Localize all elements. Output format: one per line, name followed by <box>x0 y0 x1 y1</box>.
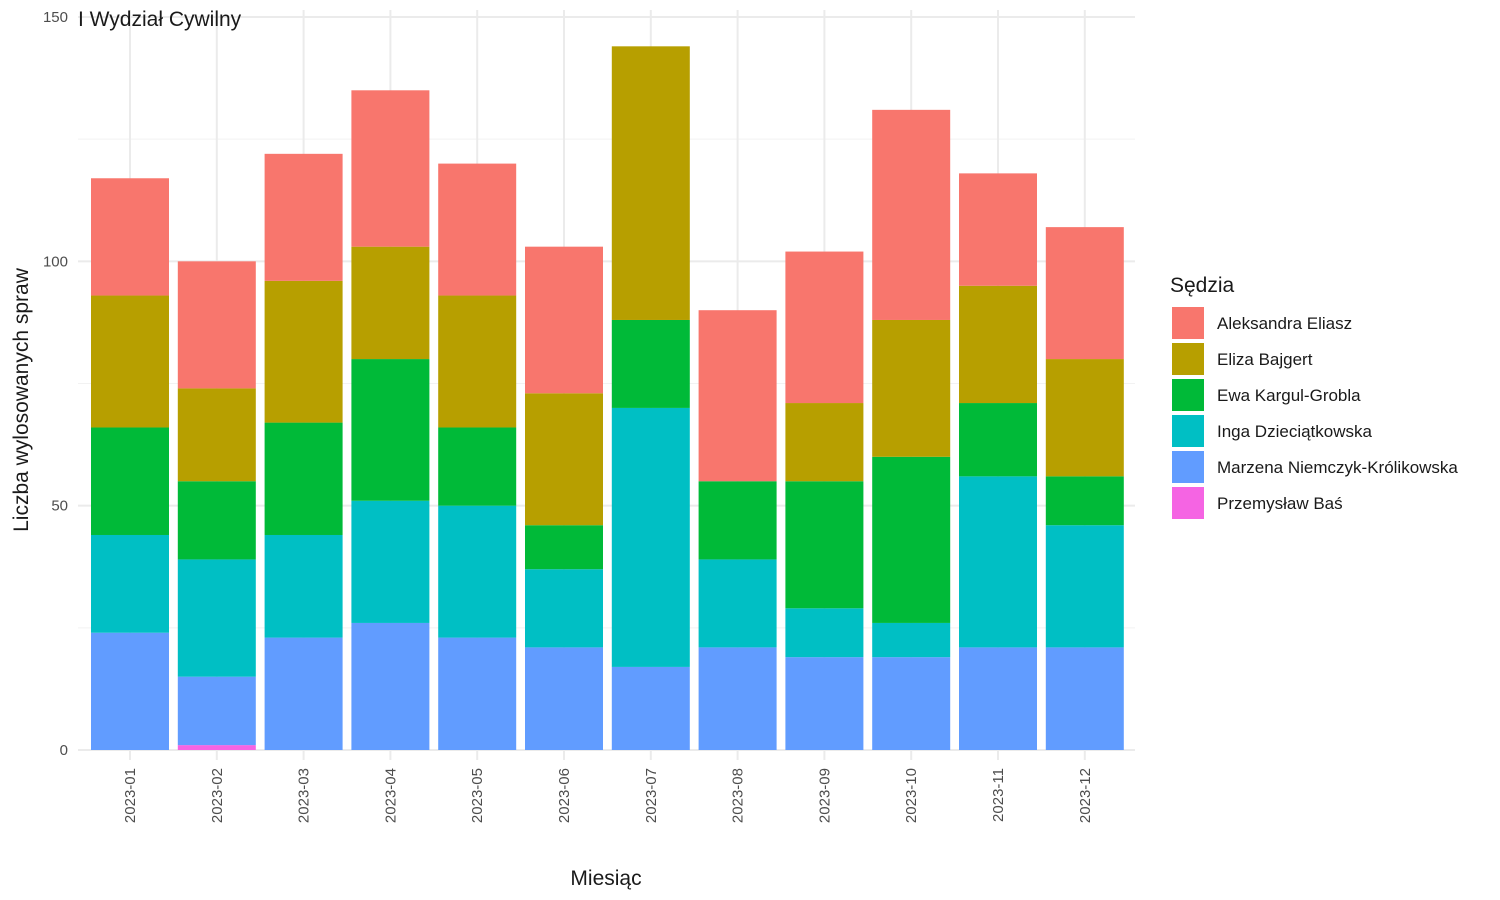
bar-segment <box>264 422 343 535</box>
legend-swatch <box>1172 487 1204 519</box>
x-tick-label: 2023-10 <box>903 768 920 823</box>
bar-segment <box>785 481 864 609</box>
x-tick-label: 2023-04 <box>382 768 399 823</box>
bar-segment <box>177 481 256 560</box>
bar-segment <box>351 90 430 247</box>
bar-segment <box>872 657 951 750</box>
legend: Sędzia Aleksandra Eliasz Eliza Bajgert Ewa… <box>1170 274 1458 519</box>
y-tick-labels: 0 50 100 150 <box>43 9 68 759</box>
bar-segment <box>785 403 864 482</box>
legend-label: Inga Dzieciątkowska <box>1217 422 1373 441</box>
x-tick-label: 2023-05 <box>469 768 486 823</box>
bar-segment <box>698 647 777 750</box>
bar-segment <box>785 251 864 404</box>
x-tick-label: 2023-02 <box>209 768 226 823</box>
x-tick-label: 2023-08 <box>730 768 747 823</box>
legend-label: Marzena Niemczyk-Królikowska <box>1217 458 1458 477</box>
bar-segment <box>959 403 1037 477</box>
bar-segment <box>1045 359 1124 477</box>
bar-segment <box>959 476 1037 648</box>
legend-swatch <box>1172 343 1204 375</box>
bar-segment <box>177 745 256 750</box>
bar-segment <box>438 427 517 506</box>
bar-segment <box>785 657 864 750</box>
bar-segment <box>698 559 777 648</box>
bar-segment <box>91 632 169 750</box>
bar-segment <box>525 525 603 570</box>
bar-segment <box>438 295 517 428</box>
bar-segment <box>785 608 864 658</box>
bar-segment <box>438 637 517 750</box>
legend-title: Sędzia <box>1170 274 1235 297</box>
bar-segment <box>959 173 1037 286</box>
bar-segment <box>438 163 517 296</box>
bar-segment <box>872 109 951 320</box>
x-tick-label: 2023-03 <box>296 768 313 823</box>
bar-segment <box>611 407 690 667</box>
bar-segment <box>611 666 690 750</box>
y-tick-label: 0 <box>60 742 68 759</box>
legend-label: Ewa Kargul-Grobla <box>1217 386 1361 405</box>
bar-segment <box>351 359 430 501</box>
y-tick-label: 100 <box>43 253 68 270</box>
bar-segment <box>1045 227 1124 360</box>
legend-label: Eliza Bajgert <box>1217 350 1313 369</box>
x-tick-label: 2023-11 <box>990 768 1007 822</box>
bar-segment <box>1045 525 1124 648</box>
bar-segment <box>177 261 256 389</box>
bar-segment <box>525 647 603 750</box>
legend-label: Przemysław Baś <box>1217 494 1343 513</box>
bar-segment <box>611 319 690 408</box>
legend-items: Aleksandra Eliasz Eliza Bajgert Ewa Kargul… <box>1172 307 1458 519</box>
bar-segment <box>177 388 256 482</box>
bar-segment <box>264 637 343 750</box>
legend-swatch <box>1172 307 1204 339</box>
y-tick-label: 150 <box>43 9 68 26</box>
legend-label: Aleksandra Eliasz <box>1217 314 1352 333</box>
bar-segment <box>91 534 169 633</box>
x-tick-label: 2023-09 <box>816 768 833 823</box>
bar-segment <box>91 295 169 428</box>
bar-segment <box>872 622 951 658</box>
legend-swatch <box>1172 451 1204 483</box>
bar-segment <box>438 505 517 638</box>
bar-segment <box>264 534 343 638</box>
bar-segment <box>177 676 256 746</box>
legend-swatch <box>1172 415 1204 447</box>
x-tick-label: 2023-01 <box>122 768 139 823</box>
bar-segment <box>351 246 430 360</box>
x-tick-label: 2023-06 <box>556 768 573 823</box>
bar-segment <box>91 427 169 535</box>
bar-segment <box>351 500 430 623</box>
bar-segment <box>525 246 603 394</box>
bar-segment <box>1045 476 1124 526</box>
bar-segment <box>91 178 169 296</box>
chart-title: I Wydział Cywilny <box>78 8 242 31</box>
bar-segment <box>525 393 603 526</box>
bar-segment <box>264 153 343 281</box>
x-tick-label: 2023-07 <box>643 768 660 823</box>
bars <box>91 46 1124 750</box>
bar-segment <box>611 46 690 320</box>
bar-segment <box>872 319 951 457</box>
bar-segment <box>177 559 256 677</box>
bar-segment <box>872 456 951 623</box>
x-tick-labels: 2023-01 2023-02 2023-03 2023-04 2023-05 2023-… <box>122 768 1094 823</box>
bar-segment <box>525 569 603 648</box>
bar-segment <box>1045 647 1124 750</box>
bar-segment <box>264 280 343 423</box>
legend-swatch <box>1172 379 1204 411</box>
y-axis-title: Liczba wylosowanych spraw <box>10 267 33 532</box>
bar-segment <box>959 647 1037 750</box>
bar-segment <box>351 622 430 750</box>
bar-segment <box>698 481 777 560</box>
bar-segment <box>959 285 1037 404</box>
y-tick-label: 50 <box>51 498 68 515</box>
x-tick-label: 2023-12 <box>1077 768 1094 823</box>
bar-segment <box>698 310 777 482</box>
x-axis-title: Miesiąc <box>570 867 641 890</box>
